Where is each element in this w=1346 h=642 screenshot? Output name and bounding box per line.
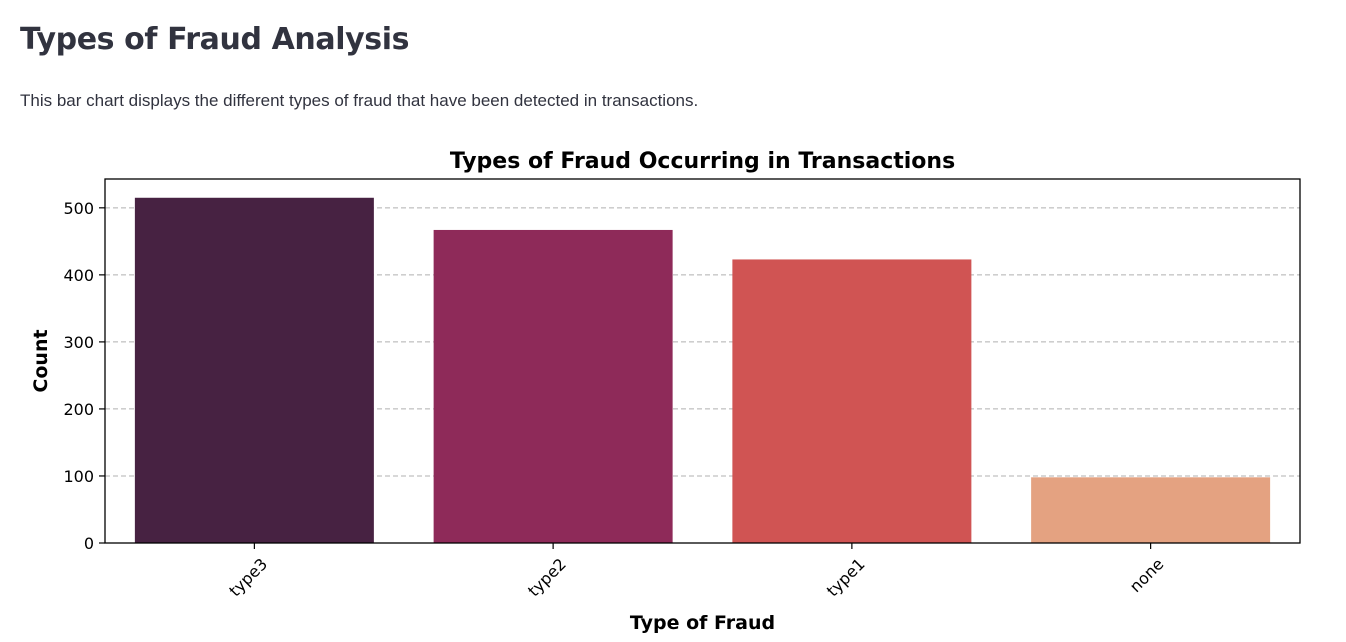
bar-none [1031,477,1271,543]
chart-title: Types of Fraud Occurring in Transactions [450,149,955,174]
bars [134,197,1271,544]
y-tick-label: 500 [63,199,94,218]
y-tick-label: 300 [63,333,94,352]
bar-type2 [433,229,673,543]
page-title: Types of Fraud Analysis [20,22,410,57]
x-tick-label: type2 [524,554,570,600]
x-tick-label: type1 [823,554,869,600]
y-axis: 0 100 200 300 400 500 [63,199,105,553]
y-tick-label: 400 [63,266,94,285]
x-tick-label: type3 [225,554,271,600]
page-description: This bar chart displays the different ty… [20,91,699,110]
y-tick-label: 0 [84,534,94,553]
bar-type1 [732,259,972,543]
bar-type3 [134,197,374,544]
x-axis-label: Type of Fraud [630,612,775,634]
grid-lines [105,207,1300,477]
x-tick-label: none [1126,554,1168,596]
y-tick-label: 100 [63,467,94,486]
y-axis-label: Count [30,329,52,392]
y-tick-label: 200 [63,400,94,419]
x-axis: type3 type2 type1 none [225,543,1167,600]
plot-frame [104,178,1301,544]
